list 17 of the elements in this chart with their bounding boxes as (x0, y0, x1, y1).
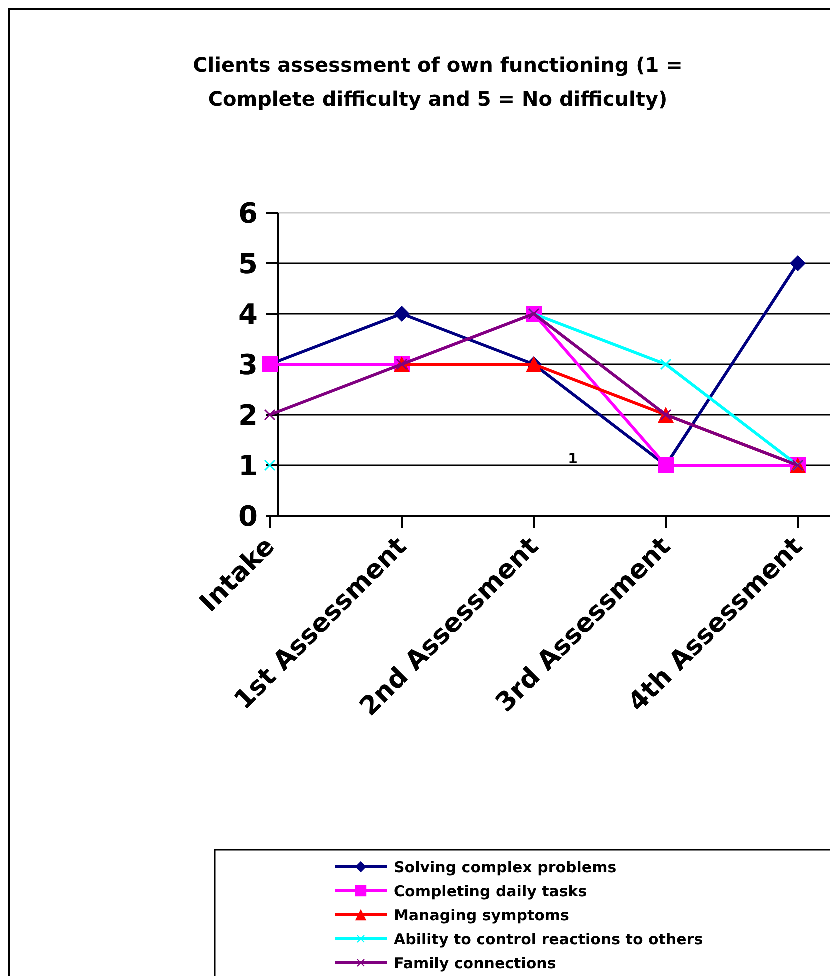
y-tick-label: 3 (238, 348, 258, 382)
annotation: 1 (568, 452, 578, 468)
y-tick-label: 4 (238, 298, 258, 331)
point (660, 358, 672, 370)
chart-title: Clients assessment of own functioning (1 = Complete difficulty and 5 = No difficulty) (193, 53, 683, 111)
y-tick-label: 2 (238, 398, 258, 432)
y-tick-label: 5 (238, 247, 258, 280)
legend-label: Solving complex problems (394, 858, 617, 876)
legend-label: Completing daily tasks (394, 882, 588, 900)
y-tick-label: 0 (238, 500, 258, 533)
legend-label: Managing symptoms (394, 906, 570, 924)
y-tick-label: 1 (238, 449, 258, 482)
legend-label: Ability to control reactions to others (394, 930, 704, 948)
legend-label: Family connections (394, 954, 556, 972)
point (790, 256, 806, 272)
y-tick-label: 6 (238, 196, 258, 230)
point (394, 306, 410, 322)
